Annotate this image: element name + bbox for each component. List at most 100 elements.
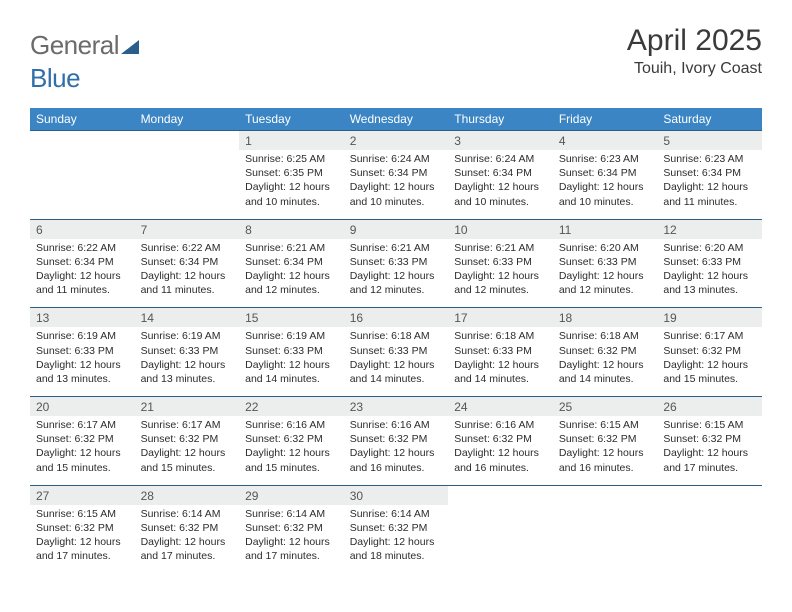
sunrise-text: Sunrise: 6:19 AM	[36, 329, 129, 343]
day-number-row: 27282930	[30, 485, 762, 505]
sunset-text: Sunset: 6:34 PM	[350, 166, 443, 180]
sunrise-text: Sunrise: 6:21 AM	[245, 241, 338, 255]
daylight-text: Daylight: 12 hours and 10 minutes.	[245, 180, 338, 208]
day-detail-cell: Sunrise: 6:24 AMSunset: 6:34 PMDaylight:…	[448, 150, 553, 219]
title-block: April 2025 Touih, Ivory Coast	[627, 24, 762, 78]
day-detail-cell: Sunrise: 6:20 AMSunset: 6:33 PMDaylight:…	[657, 239, 762, 308]
calendar-table: Sunday Monday Tuesday Wednesday Thursday…	[30, 108, 762, 573]
day-detail-cell: Sunrise: 6:18 AMSunset: 6:32 PMDaylight:…	[553, 327, 658, 396]
weekday-header: Monday	[135, 108, 240, 131]
daylight-text: Daylight: 12 hours and 10 minutes.	[454, 180, 547, 208]
sunrise-text: Sunrise: 6:21 AM	[454, 241, 547, 255]
page-header: General Blue April 2025 Touih, Ivory Coa…	[30, 24, 762, 94]
day-number-cell: 30	[344, 485, 449, 505]
sunrise-text: Sunrise: 6:24 AM	[454, 152, 547, 166]
daylight-text: Daylight: 12 hours and 11 minutes.	[36, 269, 129, 297]
weekday-header: Saturday	[657, 108, 762, 131]
day-detail-cell	[553, 505, 658, 574]
day-number-row: 6789101112	[30, 219, 762, 239]
day-number-cell: 2	[344, 131, 449, 151]
sunset-text: Sunset: 6:34 PM	[559, 166, 652, 180]
sunrise-text: Sunrise: 6:20 AM	[559, 241, 652, 255]
day-number-cell	[135, 131, 240, 151]
daylight-text: Daylight: 12 hours and 12 minutes.	[245, 269, 338, 297]
sunset-text: Sunset: 6:32 PM	[454, 432, 547, 446]
logo-text: General Blue	[30, 30, 139, 94]
day-detail-row: Sunrise: 6:25 AMSunset: 6:35 PMDaylight:…	[30, 150, 762, 219]
logo-triangle-icon	[121, 30, 139, 61]
sunset-text: Sunset: 6:33 PM	[454, 255, 547, 269]
day-number-cell: 28	[135, 485, 240, 505]
day-number-cell: 21	[135, 397, 240, 417]
sunrise-text: Sunrise: 6:22 AM	[141, 241, 234, 255]
day-detail-cell: Sunrise: 6:17 AMSunset: 6:32 PMDaylight:…	[135, 416, 240, 485]
day-number-cell	[30, 131, 135, 151]
daylight-text: Daylight: 12 hours and 14 minutes.	[350, 358, 443, 386]
daylight-text: Daylight: 12 hours and 13 minutes.	[36, 358, 129, 386]
day-number-cell: 5	[657, 131, 762, 151]
daylight-text: Daylight: 12 hours and 14 minutes.	[245, 358, 338, 386]
day-detail-cell: Sunrise: 6:21 AMSunset: 6:33 PMDaylight:…	[448, 239, 553, 308]
day-number-cell: 16	[344, 308, 449, 328]
sunrise-text: Sunrise: 6:15 AM	[559, 418, 652, 432]
day-number-cell	[553, 485, 658, 505]
sunrise-text: Sunrise: 6:23 AM	[663, 152, 756, 166]
day-number-row: 13141516171819	[30, 308, 762, 328]
logo-word1: General	[30, 30, 119, 60]
sunset-text: Sunset: 6:33 PM	[245, 344, 338, 358]
day-detail-cell: Sunrise: 6:24 AMSunset: 6:34 PMDaylight:…	[344, 150, 449, 219]
page-subtitle: Touih, Ivory Coast	[627, 60, 762, 78]
daylight-text: Daylight: 12 hours and 17 minutes.	[245, 535, 338, 563]
day-detail-cell: Sunrise: 6:14 AMSunset: 6:32 PMDaylight:…	[344, 505, 449, 574]
daylight-text: Daylight: 12 hours and 16 minutes.	[454, 446, 547, 474]
calendar-body: 12345Sunrise: 6:25 AMSunset: 6:35 PMDayl…	[30, 131, 762, 574]
daylight-text: Daylight: 12 hours and 11 minutes.	[663, 180, 756, 208]
sunset-text: Sunset: 6:33 PM	[454, 344, 547, 358]
day-number-cell: 1	[239, 131, 344, 151]
sunrise-text: Sunrise: 6:19 AM	[245, 329, 338, 343]
daylight-text: Daylight: 12 hours and 15 minutes.	[663, 358, 756, 386]
day-number-cell: 19	[657, 308, 762, 328]
daylight-text: Daylight: 12 hours and 16 minutes.	[559, 446, 652, 474]
sunrise-text: Sunrise: 6:16 AM	[245, 418, 338, 432]
sunrise-text: Sunrise: 6:15 AM	[36, 507, 129, 521]
daylight-text: Daylight: 12 hours and 12 minutes.	[454, 269, 547, 297]
sunset-text: Sunset: 6:33 PM	[36, 344, 129, 358]
sunset-text: Sunset: 6:34 PM	[663, 166, 756, 180]
daylight-text: Daylight: 12 hours and 13 minutes.	[141, 358, 234, 386]
daylight-text: Daylight: 12 hours and 11 minutes.	[141, 269, 234, 297]
day-number-cell: 29	[239, 485, 344, 505]
sunset-text: Sunset: 6:32 PM	[350, 521, 443, 535]
day-detail-cell	[30, 150, 135, 219]
sunset-text: Sunset: 6:33 PM	[559, 255, 652, 269]
sunrise-text: Sunrise: 6:18 AM	[559, 329, 652, 343]
sunset-text: Sunset: 6:32 PM	[559, 344, 652, 358]
day-number-cell: 12	[657, 219, 762, 239]
day-detail-cell: Sunrise: 6:23 AMSunset: 6:34 PMDaylight:…	[553, 150, 658, 219]
weekday-header: Sunday	[30, 108, 135, 131]
sunset-text: Sunset: 6:32 PM	[141, 432, 234, 446]
sunrise-text: Sunrise: 6:14 AM	[245, 507, 338, 521]
sunrise-text: Sunrise: 6:17 AM	[141, 418, 234, 432]
day-number-cell: 23	[344, 397, 449, 417]
sunset-text: Sunset: 6:34 PM	[141, 255, 234, 269]
day-detail-cell: Sunrise: 6:16 AMSunset: 6:32 PMDaylight:…	[344, 416, 449, 485]
sunset-text: Sunset: 6:32 PM	[36, 521, 129, 535]
day-number-cell: 3	[448, 131, 553, 151]
day-detail-cell: Sunrise: 6:18 AMSunset: 6:33 PMDaylight:…	[448, 327, 553, 396]
day-detail-cell: Sunrise: 6:15 AMSunset: 6:32 PMDaylight:…	[657, 416, 762, 485]
sunrise-text: Sunrise: 6:17 AM	[36, 418, 129, 432]
sunrise-text: Sunrise: 6:19 AM	[141, 329, 234, 343]
day-detail-cell: Sunrise: 6:19 AMSunset: 6:33 PMDaylight:…	[135, 327, 240, 396]
daylight-text: Daylight: 12 hours and 14 minutes.	[454, 358, 547, 386]
sunset-text: Sunset: 6:32 PM	[245, 432, 338, 446]
weekday-header: Thursday	[448, 108, 553, 131]
daylight-text: Daylight: 12 hours and 10 minutes.	[350, 180, 443, 208]
day-number-cell: 26	[657, 397, 762, 417]
day-detail-cell	[448, 505, 553, 574]
day-detail-cell: Sunrise: 6:17 AMSunset: 6:32 PMDaylight:…	[30, 416, 135, 485]
day-number-cell: 9	[344, 219, 449, 239]
day-detail-row: Sunrise: 6:22 AMSunset: 6:34 PMDaylight:…	[30, 239, 762, 308]
day-number-cell: 18	[553, 308, 658, 328]
day-detail-cell: Sunrise: 6:21 AMSunset: 6:33 PMDaylight:…	[344, 239, 449, 308]
